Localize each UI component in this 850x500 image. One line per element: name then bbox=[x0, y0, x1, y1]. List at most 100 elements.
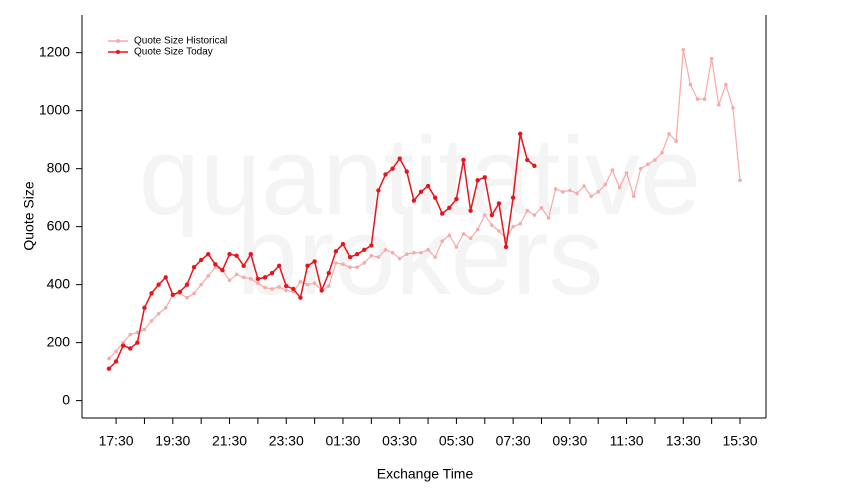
point bbox=[532, 163, 537, 168]
y-tick-label: 1200 bbox=[39, 43, 70, 59]
point bbox=[461, 157, 466, 163]
point bbox=[674, 139, 678, 143]
point bbox=[432, 195, 438, 200]
point bbox=[532, 213, 537, 217]
point bbox=[333, 249, 339, 254]
x-tick-label: 09:30 bbox=[552, 433, 587, 449]
point bbox=[702, 97, 707, 101]
legend-label: Quote Size Today bbox=[134, 47, 213, 58]
point bbox=[191, 265, 197, 270]
point bbox=[326, 284, 331, 288]
y-tick-label: 600 bbox=[47, 217, 71, 233]
point bbox=[383, 248, 388, 252]
point bbox=[213, 262, 218, 267]
y-tick-label: 1000 bbox=[39, 101, 70, 117]
point bbox=[510, 195, 516, 200]
x-tick-label: 11:30 bbox=[610, 433, 644, 449]
y-tick-label: 800 bbox=[47, 159, 71, 175]
point bbox=[511, 224, 515, 229]
point bbox=[638, 166, 643, 171]
legend-label: Quote Size Historical bbox=[134, 36, 227, 47]
point bbox=[177, 289, 183, 295]
watermark: brokers bbox=[237, 195, 604, 318]
point bbox=[199, 282, 203, 287]
point bbox=[624, 171, 629, 175]
x-tick-label: 19:30 bbox=[155, 433, 190, 449]
point bbox=[362, 247, 367, 253]
point bbox=[716, 103, 721, 107]
x-tick-label: 23:30 bbox=[269, 433, 304, 449]
point bbox=[234, 272, 239, 277]
point bbox=[284, 283, 289, 289]
point bbox=[496, 201, 502, 206]
point bbox=[263, 285, 267, 290]
point bbox=[248, 251, 253, 257]
point bbox=[305, 282, 310, 287]
x-tick-label: 17:30 bbox=[99, 433, 134, 449]
point bbox=[220, 267, 225, 273]
point bbox=[241, 275, 246, 280]
point bbox=[120, 343, 126, 348]
point bbox=[390, 250, 395, 255]
point bbox=[227, 251, 232, 257]
point bbox=[106, 366, 112, 371]
point bbox=[298, 279, 303, 284]
point bbox=[128, 332, 133, 337]
point bbox=[738, 178, 742, 183]
point bbox=[404, 169, 409, 174]
point bbox=[454, 196, 459, 202]
point bbox=[731, 105, 735, 110]
point bbox=[475, 227, 480, 232]
watermark: quantitative bbox=[139, 115, 702, 238]
point bbox=[440, 211, 445, 216]
point bbox=[369, 253, 374, 258]
x-tick-label: 21:30 bbox=[212, 433, 247, 449]
point bbox=[468, 208, 473, 213]
legend-swatch bbox=[116, 50, 120, 54]
point bbox=[241, 263, 246, 268]
point bbox=[631, 194, 636, 199]
point bbox=[142, 327, 147, 332]
point bbox=[447, 233, 452, 238]
point bbox=[397, 256, 402, 261]
point bbox=[149, 291, 154, 296]
point bbox=[355, 265, 359, 270]
point bbox=[461, 232, 466, 236]
x-tick-label: 01:30 bbox=[325, 433, 360, 449]
point bbox=[724, 82, 728, 87]
x-tick-label: 05:30 bbox=[439, 433, 474, 449]
y-tick-label: 400 bbox=[47, 275, 71, 291]
point bbox=[482, 175, 487, 180]
point bbox=[440, 239, 445, 243]
point bbox=[518, 131, 523, 137]
x-tick-label: 03:30 bbox=[382, 433, 417, 449]
point bbox=[404, 252, 409, 256]
point bbox=[305, 263, 310, 268]
point bbox=[695, 97, 700, 101]
point bbox=[348, 265, 352, 270]
point bbox=[610, 168, 615, 172]
point bbox=[262, 275, 268, 280]
point bbox=[560, 190, 565, 194]
point bbox=[667, 132, 671, 136]
point bbox=[653, 158, 657, 162]
point bbox=[454, 245, 459, 249]
point bbox=[497, 229, 501, 233]
point bbox=[334, 261, 338, 265]
point bbox=[156, 311, 161, 316]
point bbox=[589, 194, 593, 199]
point bbox=[539, 206, 544, 210]
point bbox=[617, 185, 622, 190]
point bbox=[503, 244, 509, 250]
point bbox=[418, 189, 424, 195]
point bbox=[475, 178, 480, 183]
point bbox=[284, 288, 289, 293]
point bbox=[447, 205, 452, 211]
point bbox=[269, 270, 275, 276]
point bbox=[525, 157, 530, 163]
point bbox=[298, 295, 303, 300]
point bbox=[553, 187, 558, 191]
point bbox=[681, 47, 686, 52]
point bbox=[276, 263, 282, 268]
point bbox=[390, 166, 395, 171]
